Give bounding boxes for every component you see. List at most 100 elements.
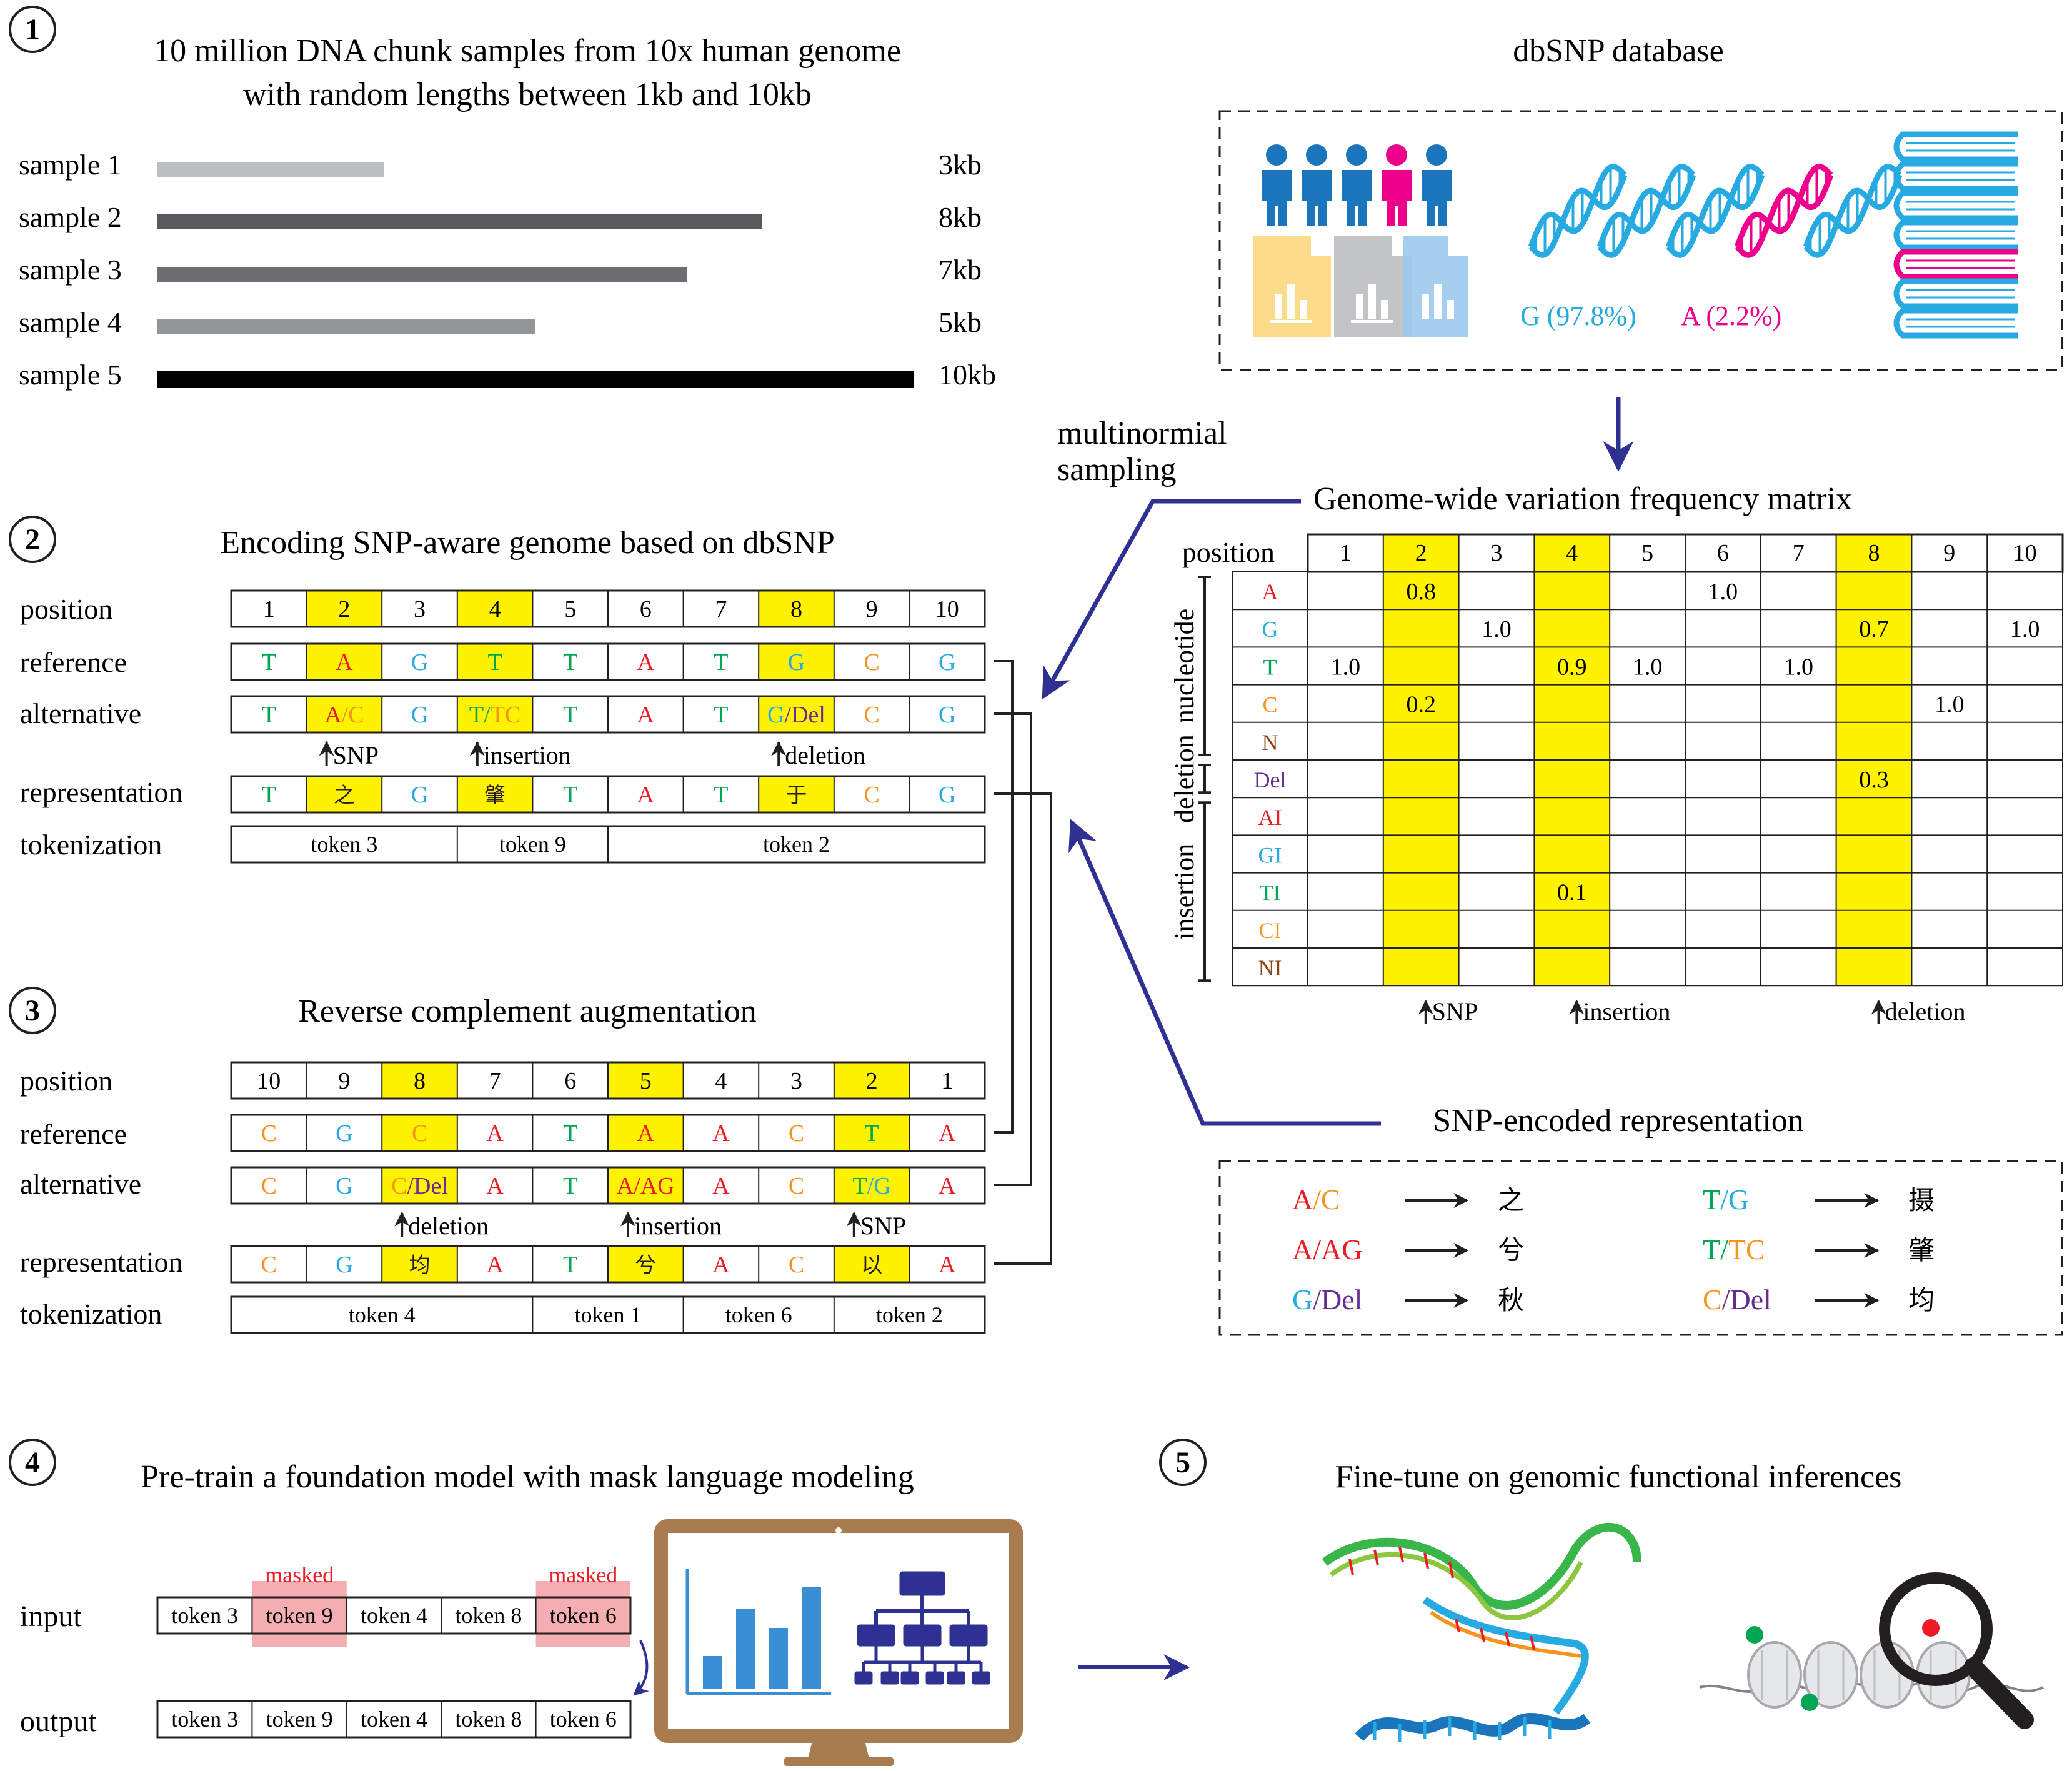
allele-part: / (1720, 1184, 1728, 1215)
matrix-variant-marker: deletion (1885, 997, 1966, 1025)
person-head (1266, 144, 1287, 166)
masked-input-token: token 6 (550, 1603, 617, 1628)
reference-cell: A (637, 1120, 655, 1147)
position-cell: 3 (414, 596, 426, 622)
matrix-variant-marker: SNP (1432, 997, 1478, 1025)
position-cell: 2 (866, 1068, 878, 1094)
helix-strand (1803, 174, 1903, 258)
allele-part: C (864, 702, 879, 728)
allele-part: Del (1730, 1284, 1771, 1315)
sample-label: sample 3 (19, 254, 122, 286)
matrix-position-number: 4 (1566, 540, 1578, 566)
alternative-cell: A/C (324, 702, 364, 728)
allele-part: / (634, 1173, 640, 1199)
allele-part: / (407, 1173, 414, 1199)
input-token: token 8 (455, 1603, 522, 1628)
representation-cell: C (864, 782, 879, 808)
position-cell: 8 (790, 596, 802, 622)
representation-cell: G (939, 782, 955, 808)
representation-cell: T (262, 782, 276, 808)
step-1-number: 1 (25, 13, 40, 46)
snp-encoding-title: SNP-encoded representation (1433, 1103, 1803, 1139)
green-marker-dot (1746, 1626, 1763, 1644)
masked-token-highlight (535, 1581, 630, 1647)
matrix-value: 0.2 (1406, 692, 1436, 718)
masked-input-token: token 9 (266, 1603, 333, 1628)
alternative-cell: A/AG (617, 1173, 675, 1199)
representation-cell: 以 (861, 1253, 882, 1278)
highlight-cell (457, 696, 533, 732)
token-cell: token 2 (763, 832, 830, 857)
sample-length-label: 3kb (939, 149, 982, 181)
sample-bar (157, 371, 914, 388)
encoding-allele: T/TC (1703, 1234, 1765, 1265)
output-token: token 8 (455, 1707, 522, 1732)
encoding-allele: G/Del (1292, 1284, 1362, 1315)
book (1893, 190, 2018, 221)
position-cell: 5 (564, 596, 576, 622)
allele-part: C (261, 1173, 277, 1199)
highlight-cell (382, 1246, 457, 1282)
book (1893, 249, 2018, 280)
highlight-cell (382, 1167, 457, 1204)
variant-marker: insertion (634, 1212, 722, 1240)
matrix-row-label: CI (1259, 918, 1282, 943)
token-cell: token 6 (725, 1302, 792, 1327)
sample-label: sample 5 (19, 359, 122, 391)
highlight-cell (457, 591, 533, 627)
section-1: 1 10 million DNA chunk samples from 10x … (9, 6, 996, 391)
snp-encoded-representation-panel: SNP-encoded representation A/C 之A/AG 兮G/De… (1218, 1103, 2063, 1336)
alternative-cell: G (336, 1173, 352, 1199)
allele-part: G (411, 702, 428, 728)
step-4-badge: 4 (9, 1439, 56, 1486)
row-label: position (20, 593, 112, 625)
variant-marker: SNP (860, 1212, 906, 1240)
person-head (1306, 144, 1327, 166)
matrix-row-label: Del (1254, 767, 1287, 792)
helix-strand (1528, 174, 1628, 258)
output-token: token 4 (361, 1707, 427, 1732)
matrix-value: 1.0 (1708, 579, 1738, 605)
nucleosome-illustration (1699, 1572, 2044, 1729)
matrix-row-label: AI (1258, 805, 1282, 830)
matrix-position-number: 8 (1868, 540, 1880, 566)
encoding-character: 之 (1498, 1185, 1524, 1215)
reference-cell: T (487, 649, 502, 676)
person-body (1342, 170, 1372, 226)
reference-cell: T (864, 1120, 879, 1147)
dbsnp-title: dbSNP database (1513, 33, 1723, 69)
matrix-row-label: TI (1260, 881, 1281, 905)
alternative-cell: G/Del (767, 702, 825, 728)
sample-length-label: 7kb (939, 254, 982, 286)
alternative-cell: A (637, 702, 655, 728)
allele-part: C (348, 702, 364, 728)
alternative-cell: T (714, 702, 728, 728)
reference-cell: G (411, 649, 428, 676)
person-body (1382, 170, 1412, 226)
document-icon-yellow (1253, 236, 1331, 337)
token-cell: token 9 (499, 832, 566, 857)
matrix-value: 0.9 (1557, 654, 1587, 680)
allele-part: Del (414, 1173, 448, 1199)
matrix-row-label: GI (1258, 842, 1282, 867)
allele-part: A (617, 1173, 634, 1199)
alternative-cell: C/Del (391, 1173, 448, 1199)
highlight-cell (382, 1062, 457, 1099)
output-token-row (156, 1700, 632, 1739)
sample-bars: sample 1 3kb sample 2 8kb sample 3 7kb sample … (19, 149, 996, 391)
allele-part: A (324, 702, 342, 728)
encoding-character: 均 (1908, 1285, 1935, 1315)
allele-part: A (486, 1173, 504, 1199)
highlight-cell (608, 1062, 684, 1099)
variant-marker: deletion (408, 1212, 489, 1240)
representation-cell: A (712, 1252, 730, 1278)
allele-frequency-g: G (97.8%) (1520, 301, 1636, 331)
step-2-badge: 2 (9, 516, 56, 563)
row-label: reference (20, 646, 127, 678)
row-connector-lines (994, 660, 1052, 1265)
reference-cell: A (637, 649, 655, 676)
matrix-position-number: 10 (2013, 540, 2037, 566)
reference-cell: A (336, 649, 353, 676)
reference-cell: T (262, 649, 276, 676)
alternative-cell: T (563, 702, 577, 728)
